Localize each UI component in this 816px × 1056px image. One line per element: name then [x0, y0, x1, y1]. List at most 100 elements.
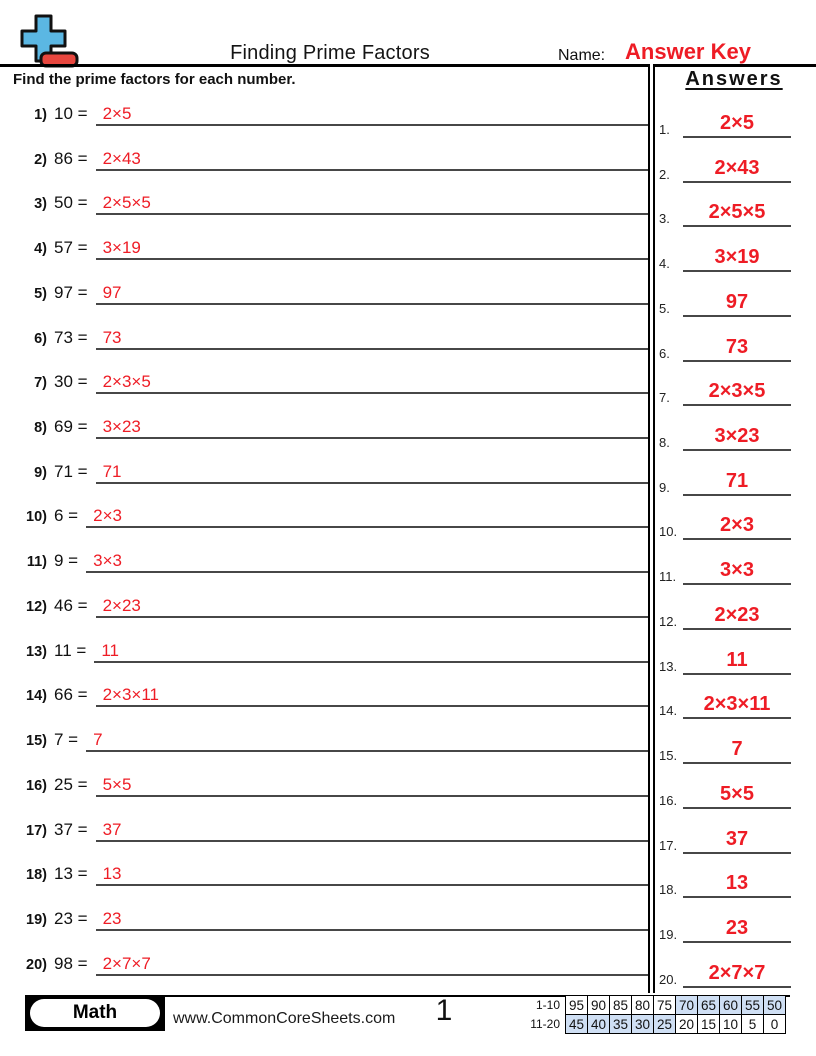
answer-value-line: 2×7×7 — [683, 961, 791, 988]
problem-answer-line: 73 — [95, 327, 648, 350]
problem-answer-line: 3×3 — [86, 550, 648, 574]
score-cell: 45 — [565, 1014, 588, 1034]
answer-number: 5. — [659, 300, 670, 316]
score-cell: 70 — [675, 995, 698, 1015]
answer-number: 13. — [659, 658, 678, 674]
answer-number: 12. — [659, 613, 678, 629]
score-cell: 5 — [741, 1014, 764, 1034]
problem-row: 15) 7 = 7 — [13, 729, 648, 753]
page-number: 1 — [435, 994, 453, 1027]
answer-key-text: Answer Key — [625, 39, 751, 64]
answer-number: 18. — [659, 882, 678, 898]
score-table-row: 11-20 45 40 35 30 25 20 15 10 5 0 — [504, 1014, 786, 1034]
answer-number: 16. — [659, 792, 678, 808]
problem-answer-line: 3×23 — [95, 416, 648, 440]
answer-number: 6. — [659, 345, 670, 361]
plus-minus-logo-icon — [20, 14, 79, 68]
score-cell: 15 — [697, 1014, 720, 1034]
answer-number: 4. — [659, 256, 670, 272]
score-table: 1-10 95 90 85 80 75 70 65 60 55 50 11-20 45 40 35 30 25 2… — [504, 995, 786, 1034]
score-cell: 30 — [631, 1014, 654, 1034]
answer-value-line: 3×23 — [683, 424, 791, 452]
problem-row: 9) 71 = 71 — [13, 461, 648, 485]
score-cell: 75 — [653, 995, 676, 1015]
problem-row: 18) 13 = 13 — [13, 863, 648, 887]
score-cell: 10 — [719, 1014, 742, 1034]
answer-number: 14. — [659, 703, 678, 719]
answer-row: 12. 2×23 — [656, 602, 808, 630]
score-cell: 80 — [631, 995, 654, 1015]
answer-row: 14. 2×3×11 — [656, 691, 808, 720]
answer-value-line: 2×23 — [683, 603, 791, 630]
problem-row: 3) 50 = 2×5×5 — [13, 192, 648, 216]
problem-expression: 66 = — [54, 685, 88, 705]
answer-number: 9. — [659, 479, 670, 495]
score-cell: 40 — [587, 1014, 610, 1034]
problem-row: 19) 23 = 23 — [13, 908, 648, 932]
answer-row: 7. 2×3×5 — [656, 378, 808, 407]
subject-badge: Math — [25, 995, 165, 1031]
answer-row: 20. 2×7×7 — [656, 960, 808, 988]
problem-row: 12) 46 = 2×23 — [13, 595, 648, 619]
answer-row: 19. 23 — [656, 915, 808, 943]
name-label: Name: — [558, 47, 606, 64]
problem-expression: 37 = — [54, 819, 88, 839]
problem-number: 7) — [34, 375, 47, 392]
problem-expression: 7 = — [54, 730, 79, 750]
problem-number: 12) — [26, 598, 47, 615]
answer-row: 13. 11 — [656, 647, 808, 675]
problem-row: 1) 10 = 2×5 — [13, 103, 648, 127]
problem-number: 20) — [26, 956, 47, 973]
answer-value-line: 13 — [683, 871, 791, 899]
answer-row: 10. 2×3 — [656, 512, 808, 541]
problem-number: 10) — [26, 509, 47, 526]
answer-row: 2. 2×43 — [656, 155, 808, 183]
answer-row: 6. 73 — [656, 334, 808, 362]
problem-answer-line: 37 — [95, 819, 648, 842]
page-title: Finding Prime Factors — [230, 42, 430, 64]
header-divider — [0, 64, 816, 67]
answer-row: 3. 2×5×5 — [656, 199, 808, 228]
problem-expression: 46 = — [54, 595, 88, 615]
problem-expression: 13 = — [54, 864, 88, 884]
answer-row: 15. 7 — [656, 736, 808, 765]
score-cell: 35 — [609, 1014, 632, 1034]
problem-expression: 73 = — [54, 327, 88, 347]
problem-row: 16) 25 = 5×5 — [13, 774, 648, 798]
answer-row: 8. 3×23 — [656, 423, 808, 452]
answer-number: 10. — [659, 524, 678, 540]
website-link[interactable]: www.CommonCoreSheets.com — [173, 1010, 396, 1027]
answers-column-heading: Answers — [685, 68, 783, 90]
problem-number: 16) — [26, 777, 47, 794]
problem-row: 8) 69 = 3×23 — [13, 416, 648, 440]
problem-expression: 6 = — [54, 506, 79, 526]
score-cell: 65 — [697, 995, 720, 1015]
problem-answer-line: 2×3 — [86, 505, 648, 529]
problem-answer-line: 5×5 — [95, 774, 648, 797]
answer-row: 9. 71 — [656, 468, 808, 496]
problem-expression: 69 = — [54, 417, 88, 437]
problem-number: 9) — [34, 464, 47, 481]
problem-answer-line: 7 — [86, 729, 648, 753]
score-cell: 85 — [609, 995, 632, 1015]
answer-number: 11. — [659, 569, 677, 585]
problem-number: 5) — [34, 285, 47, 302]
problem-number: 14) — [26, 688, 47, 705]
score-cell: 60 — [719, 995, 742, 1015]
problem-expression: 23 = — [54, 908, 88, 928]
problem-expression: 9 = — [54, 551, 79, 571]
footer-divider — [25, 995, 790, 997]
problem-answer-line: 2×3×5 — [95, 371, 648, 395]
answer-row: 4. 3×19 — [656, 244, 808, 273]
answer-row: 1. 2×5 — [656, 110, 808, 138]
answer-row: 17. 37 — [656, 826, 808, 854]
problem-row: 6) 73 = 73 — [13, 327, 648, 351]
problem-answer-line: 2×7×7 — [95, 953, 648, 976]
problem-row: 20) 98 = 2×7×7 — [13, 953, 648, 977]
problem-row: 17) 37 = 37 — [13, 819, 648, 843]
score-table-row: 1-10 95 90 85 80 75 70 65 60 55 50 — [504, 995, 786, 1015]
problem-row: 11) 9 = 3×3 — [13, 550, 648, 574]
problem-answer-line: 3×19 — [95, 237, 648, 261]
problem-number: 3) — [34, 196, 47, 213]
